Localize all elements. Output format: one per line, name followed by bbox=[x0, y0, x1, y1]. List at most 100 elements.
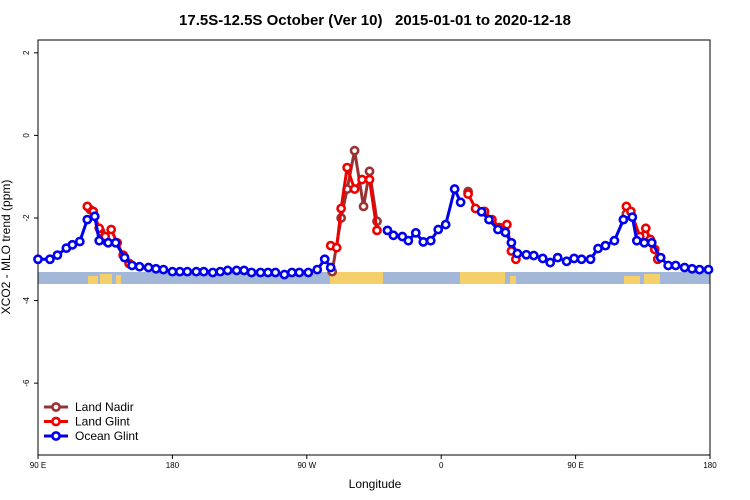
y-tick-label: -4 bbox=[22, 296, 31, 304]
plot-frame bbox=[37, 39, 711, 456]
point bbox=[687, 263, 697, 274]
legend-marker bbox=[51, 431, 61, 441]
point bbox=[372, 225, 382, 236]
point bbox=[593, 243, 603, 254]
point bbox=[433, 224, 444, 235]
legend-marker bbox=[51, 402, 61, 412]
point bbox=[418, 237, 429, 247]
point bbox=[33, 254, 43, 265]
point bbox=[319, 254, 330, 265]
point bbox=[500, 227, 511, 238]
point bbox=[174, 266, 185, 277]
point bbox=[222, 265, 233, 276]
y-tick-label: 2 bbox=[22, 50, 31, 55]
point bbox=[342, 162, 353, 173]
point bbox=[703, 264, 714, 275]
point bbox=[528, 250, 539, 261]
point bbox=[455, 197, 466, 208]
point bbox=[561, 256, 572, 267]
point bbox=[627, 212, 638, 223]
point bbox=[167, 266, 178, 277]
x-tick-label: 180 bbox=[703, 461, 717, 470]
land-band bbox=[100, 274, 112, 284]
point bbox=[52, 250, 63, 261]
point bbox=[576, 254, 587, 265]
y-axis-label: XCO2 - MLO trend (ppm) bbox=[0, 180, 13, 315]
point bbox=[215, 266, 226, 277]
point bbox=[484, 214, 494, 225]
point bbox=[618, 214, 629, 225]
point bbox=[143, 262, 154, 273]
point bbox=[45, 254, 55, 265]
point bbox=[388, 230, 399, 241]
point bbox=[640, 223, 651, 234]
point bbox=[403, 235, 414, 246]
series-line bbox=[90, 151, 626, 272]
point bbox=[303, 267, 314, 278]
point bbox=[537, 253, 548, 264]
point bbox=[349, 184, 360, 194]
x-tick-label: 90 W bbox=[297, 461, 316, 470]
point bbox=[585, 254, 596, 265]
y-tick-label: -2 bbox=[22, 214, 31, 222]
point bbox=[67, 239, 78, 250]
point bbox=[151, 263, 161, 274]
point bbox=[191, 266, 202, 277]
legend-label: Land Glint bbox=[75, 415, 130, 429]
point bbox=[94, 235, 105, 246]
point bbox=[545, 257, 556, 268]
point bbox=[646, 237, 657, 248]
point bbox=[74, 236, 85, 247]
land-band bbox=[644, 274, 660, 284]
point bbox=[521, 249, 532, 260]
point bbox=[294, 267, 305, 278]
point bbox=[263, 267, 273, 278]
point bbox=[502, 219, 512, 230]
point bbox=[336, 203, 347, 214]
point bbox=[349, 145, 360, 156]
point bbox=[312, 264, 323, 275]
point bbox=[364, 174, 375, 185]
point bbox=[493, 224, 503, 235]
point bbox=[158, 264, 169, 275]
point bbox=[609, 235, 620, 246]
x-tick-label: 90 E bbox=[567, 461, 583, 470]
point bbox=[364, 166, 375, 177]
point bbox=[106, 224, 117, 235]
point bbox=[82, 214, 93, 225]
point bbox=[239, 265, 249, 276]
point bbox=[382, 225, 393, 236]
point bbox=[631, 235, 642, 246]
land-band bbox=[330, 272, 383, 284]
point bbox=[255, 267, 266, 278]
point bbox=[286, 267, 297, 278]
point bbox=[357, 174, 367, 185]
chart-title: 17.5S-12.5S October (Ver 10) 2015-01-01 … bbox=[179, 12, 571, 29]
land-band bbox=[88, 276, 98, 284]
legend-label: Ocean Glint bbox=[75, 429, 139, 443]
point bbox=[655, 252, 666, 263]
point bbox=[231, 265, 242, 276]
point bbox=[552, 252, 563, 263]
point bbox=[463, 189, 473, 199]
x-tick-label: 180 bbox=[166, 461, 180, 470]
point bbox=[279, 269, 290, 280]
point bbox=[270, 267, 281, 278]
x-tick-label: 0 bbox=[439, 461, 444, 470]
x-axis-label: Longitude bbox=[349, 477, 402, 491]
point bbox=[670, 260, 681, 271]
point bbox=[600, 240, 611, 251]
land-band bbox=[510, 276, 516, 284]
point bbox=[663, 260, 674, 271]
point bbox=[110, 237, 121, 248]
surface-band bbox=[38, 272, 710, 284]
point bbox=[182, 266, 193, 277]
point bbox=[506, 237, 517, 248]
land-band bbox=[116, 275, 121, 284]
point bbox=[694, 264, 705, 275]
point bbox=[119, 252, 130, 263]
legend-marker bbox=[51, 416, 61, 427]
point bbox=[325, 262, 336, 273]
point bbox=[476, 206, 487, 217]
